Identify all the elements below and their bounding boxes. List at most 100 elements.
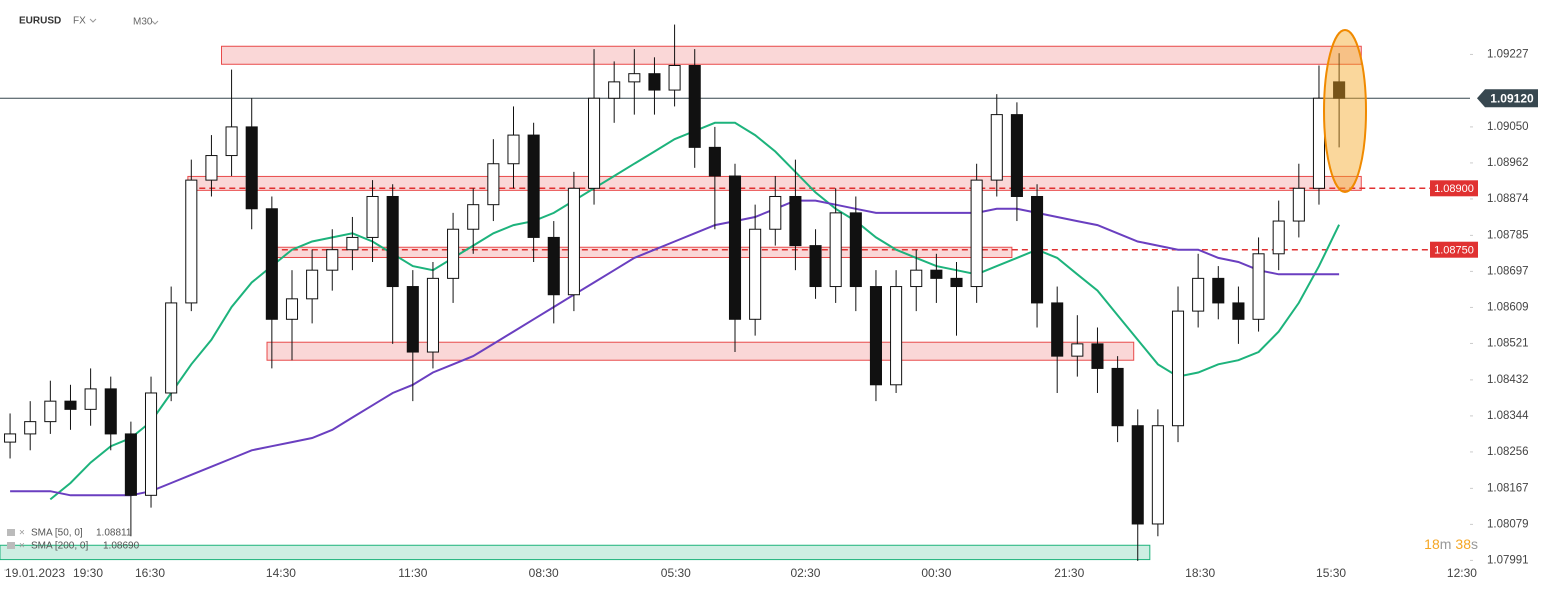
candle (124, 421, 137, 537)
y-tick-label: 1.08609 (1487, 301, 1529, 313)
candle (849, 196, 862, 312)
candle-body (366, 195, 379, 238)
candle-body (688, 64, 701, 148)
candle (185, 159, 198, 312)
candle-body (910, 269, 923, 288)
candle (809, 229, 822, 299)
x-tick-label: 02:30 (790, 566, 820, 580)
candle (1031, 184, 1044, 328)
candle-body (769, 195, 782, 230)
candle (668, 24, 681, 107)
timer-part: 18 (1424, 536, 1440, 552)
candle (225, 69, 238, 177)
candle (447, 212, 460, 303)
candle (769, 176, 782, 246)
market: FX (73, 16, 86, 27)
candle (950, 261, 963, 336)
candle-body (1051, 302, 1064, 357)
candle-body (326, 249, 339, 271)
level-label: 1.08750 (1434, 245, 1474, 257)
candle-body (567, 187, 580, 296)
candle-body (507, 134, 520, 165)
candle-body (1171, 310, 1185, 427)
candle (104, 376, 117, 451)
candle-body (869, 286, 882, 386)
legend-icon (7, 529, 15, 536)
candle (426, 261, 439, 369)
candle (869, 270, 882, 402)
candle-body (64, 400, 77, 410)
candle (829, 188, 842, 303)
candle-body (124, 433, 137, 496)
x-tick-label: 12:30 (1447, 566, 1477, 580)
candle (144, 376, 158, 508)
candle (1312, 65, 1326, 205)
candle (708, 126, 721, 230)
candle-body (930, 269, 943, 279)
x-tick-label: 05:30 (661, 566, 691, 580)
candle-body (648, 73, 661, 91)
candle (1131, 409, 1144, 561)
candle (1051, 286, 1064, 393)
candle (608, 61, 621, 123)
x-tick-label: 18:30 (1185, 566, 1215, 580)
dropdown-icon[interactable] (89, 18, 97, 23)
candle (1091, 327, 1104, 393)
candle-body (950, 277, 963, 288)
candle (346, 216, 359, 271)
candle-body (749, 228, 762, 320)
candle (64, 384, 77, 430)
candle (970, 163, 983, 303)
y-tick-label: 1.08256 (1487, 446, 1529, 458)
candle-body (809, 245, 822, 288)
candle-body (1111, 367, 1124, 427)
candle (588, 49, 601, 205)
timeframe[interactable]: M30 (133, 17, 153, 28)
y-tick-label: 1.09227 (1487, 48, 1529, 60)
y-tick-label: 1.08697 (1487, 265, 1529, 277)
candle (990, 94, 1003, 197)
candle (1292, 163, 1305, 238)
candle (245, 98, 258, 230)
candle-body (1131, 425, 1144, 525)
candle-body (970, 179, 983, 288)
candle (1071, 315, 1084, 377)
candle (890, 270, 903, 393)
candle (1151, 409, 1164, 537)
y-tick-label: 1.07991 (1487, 554, 1529, 566)
candle-body (849, 212, 862, 288)
candle (1212, 266, 1225, 320)
level-label-box (1430, 180, 1478, 197)
candle-body (1010, 114, 1023, 197)
candle-body (1292, 187, 1305, 222)
candle (265, 196, 278, 369)
candle (4, 413, 17, 459)
y-tick-label: 1.08874 (1487, 193, 1529, 205)
x-tick-label: 16:30 (135, 566, 165, 580)
candle-body (205, 155, 218, 181)
candle-body (1272, 220, 1285, 255)
candle-body (346, 236, 359, 251)
zone (221, 45, 1362, 65)
candle (1010, 102, 1023, 222)
candle (44, 380, 57, 434)
x-tick-label: 15:30 (1316, 566, 1346, 580)
dropdown-icon[interactable] (151, 20, 159, 25)
candle-body (165, 302, 178, 394)
legend-close: × (19, 541, 25, 552)
candle (527, 122, 540, 262)
candle-body (406, 286, 419, 353)
candle (910, 249, 923, 312)
x-tick-label: 00:30 (921, 566, 951, 580)
x-tick-label: 21:30 (1054, 566, 1084, 580)
last-price-label: 1.09120 (1490, 91, 1534, 105)
candle-body (285, 298, 299, 320)
candle (567, 171, 580, 312)
candle-body (728, 175, 742, 320)
timer: 18m 38s (1424, 536, 1478, 552)
candle-body (144, 392, 158, 496)
candle (930, 253, 943, 303)
candle-body (1091, 343, 1104, 369)
x-tick-label: 19:30 (73, 566, 103, 580)
legend-name: SMA [200, 0] (31, 541, 88, 552)
